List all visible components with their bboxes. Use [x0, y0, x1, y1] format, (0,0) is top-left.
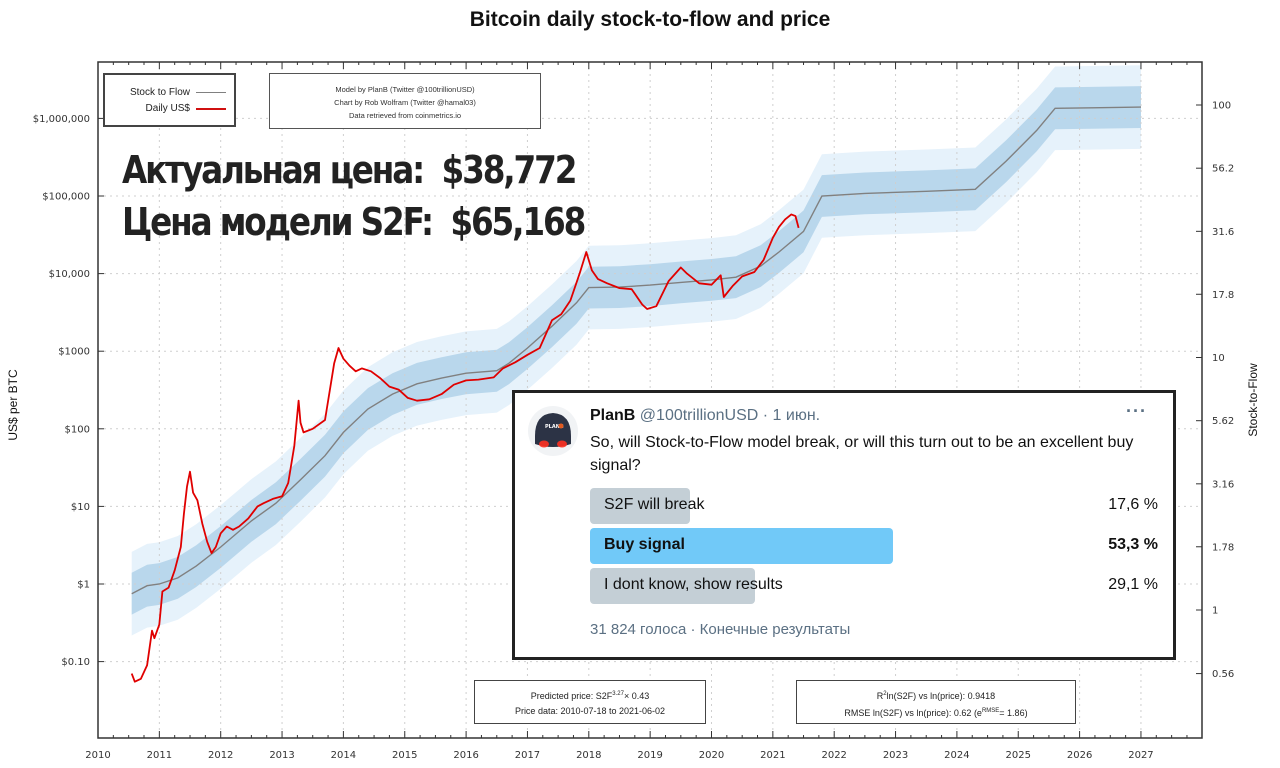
- y2-tick-label: 1.78: [1212, 542, 1234, 553]
- credit-chart: Chart by Rob Wolfram (Twitter @hamal03): [334, 98, 476, 107]
- y2-tick-label: 56.2: [1212, 164, 1234, 175]
- y2-axis-title: Stock-to-Flow: [1246, 363, 1260, 437]
- chart-title: Bitcoin daily stock-to-flow and price: [469, 8, 831, 31]
- poll-bar: [590, 528, 893, 564]
- series-lines: [130, 106, 1142, 683]
- y2-tick-label: 10: [1212, 353, 1225, 364]
- y-tick-label: $1,000,000: [33, 114, 90, 125]
- overlay-actual-label: Актуальная цена:: [122, 148, 425, 192]
- x-tick-label: 2017: [515, 750, 540, 761]
- credits-box: Model by PlanB (Twitter @100trillionUSD)…: [269, 73, 541, 129]
- avatar[interactable]: PLANB: [528, 406, 578, 456]
- overlay-actual-value: $38,772: [441, 148, 578, 192]
- legend-swatch-s2f: [196, 92, 226, 93]
- more-options-icon[interactable]: ···: [1126, 401, 1147, 421]
- model-stats-box: R2ln(S2F) vs ln(price): 0.9418 RMSE ln(S…: [796, 680, 1076, 724]
- price-data-range: Price data: 2010-07-18 to 2021-06-02: [514, 706, 666, 716]
- x-tick-label: 2019: [637, 750, 662, 761]
- svg-text:PLANB: PLANB: [545, 424, 564, 430]
- legend-label-s2f: Stock to Flow: [129, 87, 190, 98]
- y-tick-label: $1: [77, 580, 90, 591]
- y2-tick-label: 31.6: [1212, 227, 1234, 238]
- poll-option-label: S2F will break: [604, 496, 705, 513]
- poll-option-label: Buy signal: [604, 536, 685, 553]
- model-formula-box: Predicted price: S2F3.27× 0.43 Price dat…: [474, 680, 706, 724]
- band-1-sigma: [131, 86, 1141, 615]
- x-tick-label: 2025: [1006, 750, 1031, 761]
- rmse-line: RMSE ln(S2F) vs ln(price): 0.62 (eRMSE= …: [844, 708, 1028, 718]
- tweet-card: PLANB PlanB @100trillionUSD · 1 июн. ···…: [512, 390, 1176, 660]
- legend: Stock to Flow Daily US$: [103, 73, 236, 127]
- x-tick-label: 2027: [1128, 750, 1153, 761]
- y-tick-label: $10: [71, 502, 90, 513]
- x-tick-label: 2020: [699, 750, 724, 761]
- x-tick-label: 2011: [147, 750, 172, 761]
- axes: 2010 2011 2012 2013 2014 2015 2016 2017 2018 2019…: [33, 61, 1234, 761]
- x-tick-label: 2016: [453, 750, 478, 761]
- x-tick-label: 2010: [85, 750, 110, 761]
- x-tick-label: 2013: [269, 750, 294, 761]
- x-tick-label: 2021: [760, 750, 785, 761]
- tweet-header: PlanB @100trillionUSD · 1 июн.: [590, 407, 820, 425]
- y-tick-label: $0.10: [61, 657, 90, 668]
- overlay-model-price: Цена модели S2F: $65,168: [122, 200, 586, 244]
- formula-line: Predicted price: S2F3.27× 0.43: [530, 691, 650, 701]
- legend-item-price: Daily US$: [146, 103, 226, 114]
- y-tick-label: $100,000: [42, 192, 90, 203]
- tweet-date[interactable]: · 1 июн.: [762, 407, 821, 424]
- y2-tick-label: 17.8: [1212, 290, 1234, 301]
- credit-data: Data retrieved from coinmetrics.io: [348, 111, 462, 120]
- poll-option-label: I dont know, show results: [604, 576, 783, 593]
- r-squared-line: R2ln(S2F) vs ln(price): 0.9418: [876, 691, 996, 701]
- overlay-model-value: $65,168: [450, 200, 586, 244]
- x-tick-label: 2024: [944, 750, 969, 761]
- y-tick-label: $1000: [58, 347, 90, 358]
- s2f-deviation-bands: [131, 65, 1141, 636]
- y-tick-label: $10,000: [49, 269, 90, 280]
- y2-tick-label: 0.56: [1212, 669, 1234, 680]
- tweet-handle[interactable]: @100trillionUSD: [639, 407, 759, 424]
- y2-tick-label: 1: [1212, 606, 1218, 617]
- x-tick-label: 2012: [208, 750, 233, 761]
- legend-swatch-price: [196, 107, 226, 110]
- overlay-actual-price: Актуальная цена: $38,772: [122, 148, 578, 192]
- poll-option-percent: 53,3 %: [1108, 536, 1158, 553]
- poll-footer: 31 824 голоса · Конечные результаты: [590, 621, 851, 638]
- poll-option: S2F will break 17,6 %: [590, 488, 1158, 524]
- x-tick-label: 2023: [883, 750, 908, 761]
- y2-tick-label: 5.62: [1212, 416, 1234, 427]
- y2-tick-label: 100: [1212, 101, 1231, 112]
- x-tick-label: 2018: [576, 750, 601, 761]
- tweet-text: So, will Stock-to-Flow model break, or w…: [590, 434, 1134, 474]
- poll-option-percent: 29,1 %: [1108, 576, 1158, 593]
- y-axis-title: US$ per BTC: [6, 369, 20, 441]
- legend-item-s2f: Stock to Flow: [130, 87, 226, 98]
- overlay-model-label: Цена модели S2F:: [122, 200, 434, 244]
- x-tick-label: 2014: [331, 750, 356, 761]
- cap-icon: PLANB: [535, 413, 571, 448]
- line-daily-price: [130, 213, 800, 683]
- credit-model: Model by PlanB (Twitter @100trillionUSD): [335, 85, 475, 94]
- tweet-author[interactable]: PlanB: [590, 407, 636, 424]
- poll-bar: [590, 568, 756, 604]
- line-stock-to-flow: [131, 106, 1142, 595]
- x-tick-label: 2026: [1067, 750, 1092, 761]
- poll-bar: [590, 488, 690, 524]
- x-tick-label: 2015: [392, 750, 417, 761]
- y2-tick-label: 3.16: [1212, 479, 1234, 490]
- x-tick-label: 2022: [821, 750, 846, 761]
- y-tick-label: $100: [65, 424, 90, 435]
- poll-option-winner: Buy signal 53,3 %: [590, 528, 1158, 564]
- poll-option: I dont know, show results 29,1 %: [590, 568, 1158, 604]
- poll-option-percent: 17,6 %: [1108, 496, 1158, 513]
- legend-label-price: Daily US$: [145, 103, 190, 114]
